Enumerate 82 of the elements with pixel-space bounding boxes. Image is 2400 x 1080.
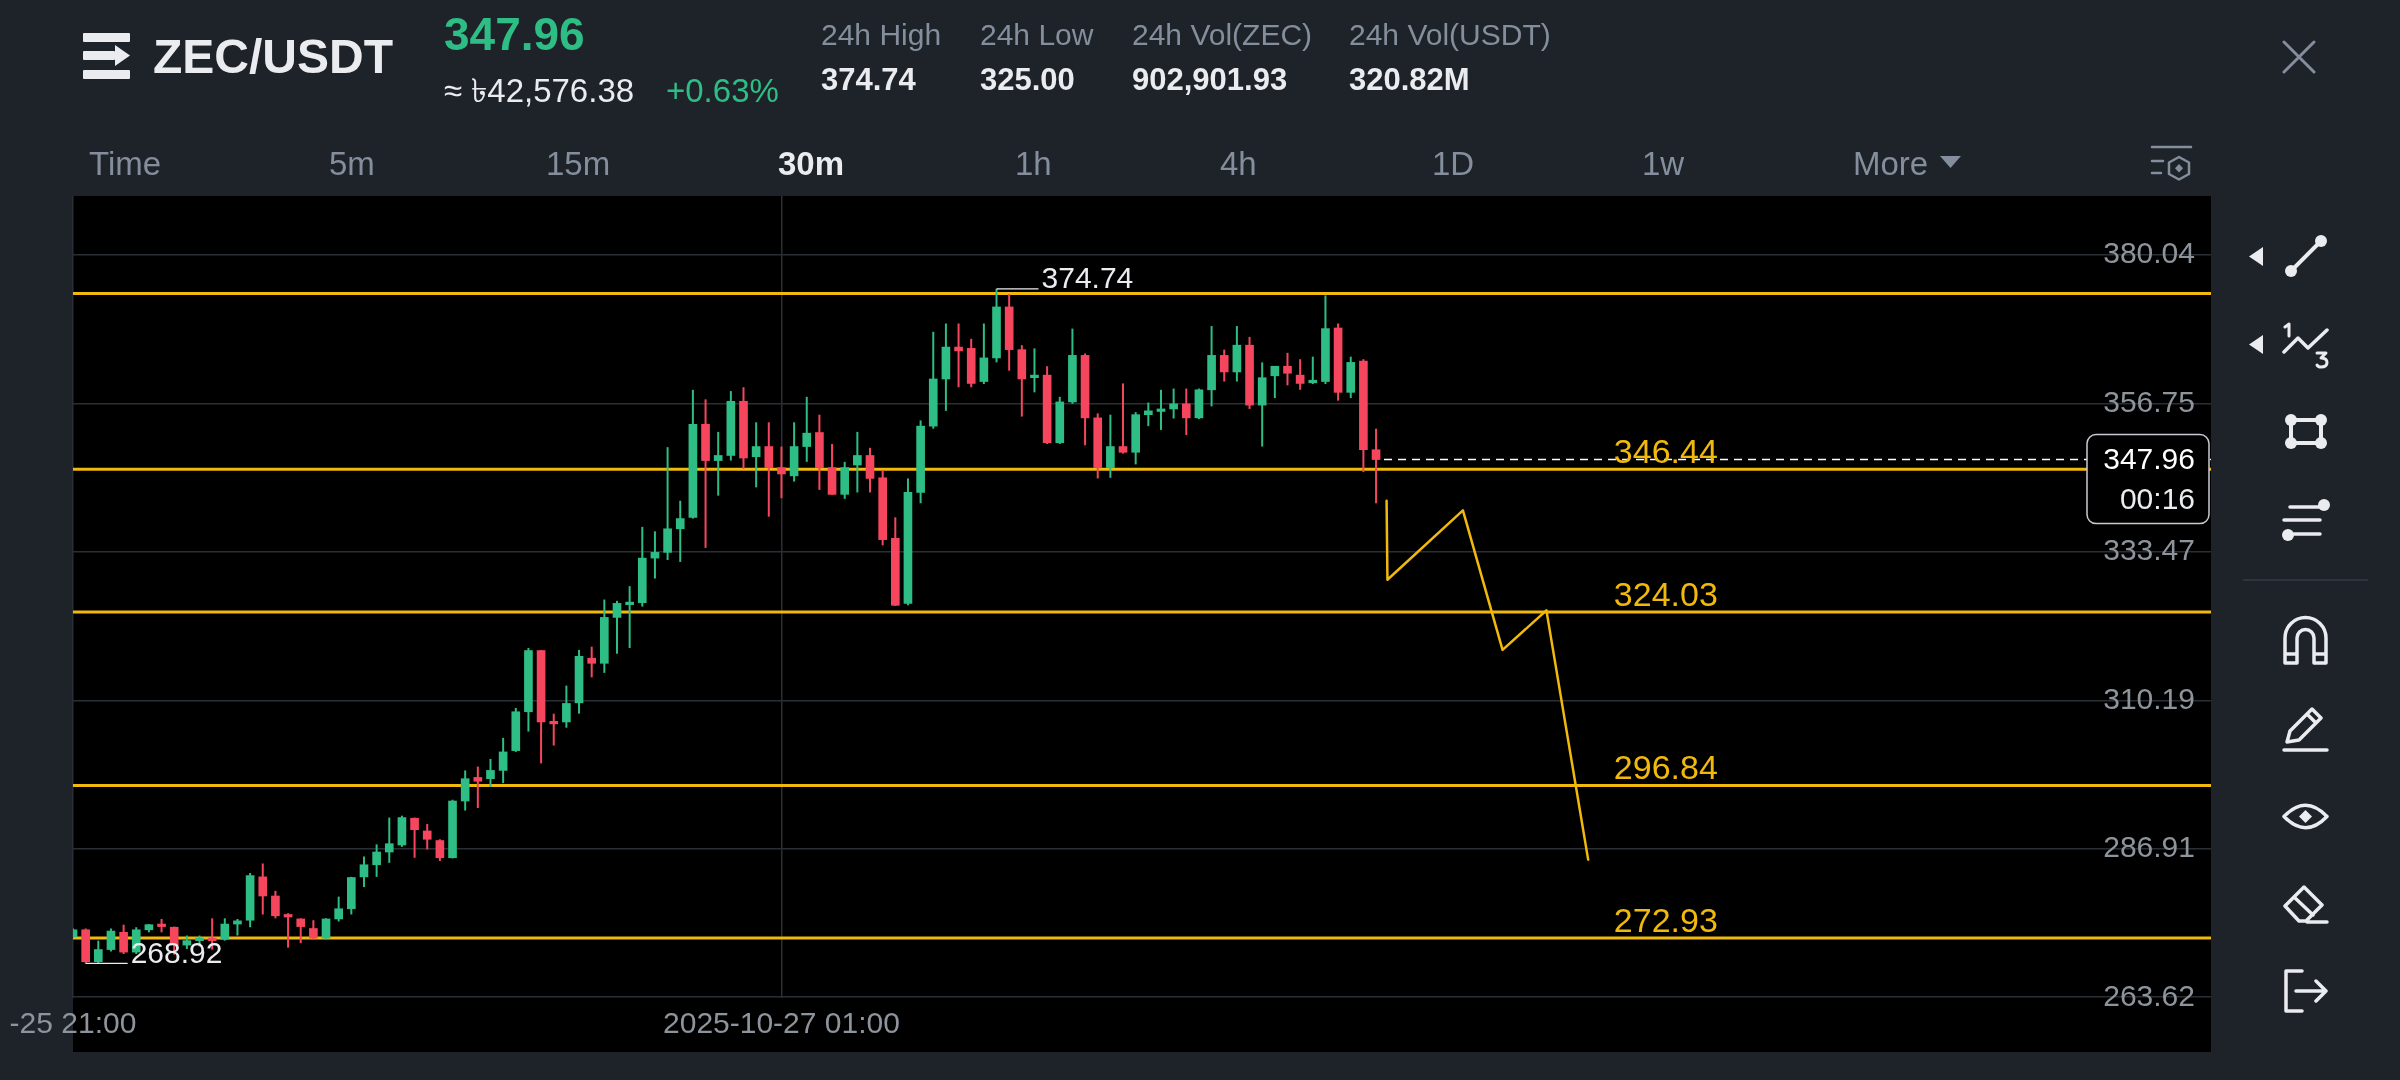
text: 30m (778, 144, 845, 182)
text: 15m (546, 144, 611, 182)
y-tick-label: 263.62 (2103, 978, 2195, 1012)
candlestick (106, 927, 116, 953)
y-tick-label: 333.47 (2103, 533, 2195, 567)
candlestick (625, 585, 634, 649)
ref-line-label: 346.44 (1613, 432, 1718, 471)
candlestick (1106, 413, 1115, 479)
y-tick-label: 356.75 (2103, 384, 2195, 418)
ref-line-label: 296.84 (1613, 748, 1718, 787)
candlestick (587, 645, 597, 679)
candlestick (1219, 348, 1229, 383)
text: 320.82M (1349, 61, 1470, 97)
candlestick (359, 855, 369, 889)
candlestick (865, 446, 875, 494)
candlestick (309, 919, 318, 941)
candlestick (1308, 355, 1318, 386)
candlestick (1295, 358, 1305, 391)
candlestick (258, 862, 268, 916)
annotation: 00:16 (2119, 481, 2195, 515)
candlestick (296, 917, 306, 945)
y-tick-label: 286.91 (2103, 830, 2195, 864)
candlestick (498, 736, 508, 785)
candlestick (713, 430, 723, 497)
annotation: 268.92 (130, 935, 223, 969)
y-tick-label: 310.19 (2103, 681, 2195, 715)
candlestick (473, 765, 483, 810)
candlestick (549, 712, 559, 747)
text: 24h Low (980, 18, 1094, 51)
x-tick-label: 2025-10-27 01:00 (663, 1006, 900, 1040)
text: 5m (329, 144, 375, 182)
candlestick (486, 757, 495, 788)
candlestick (93, 939, 103, 964)
text: +0.63% (666, 71, 779, 109)
candlestick (853, 430, 862, 494)
ref-line-label: 324.03 (1613, 575, 1718, 614)
annotation: 374.74 (1041, 261, 1134, 295)
text: ≈ ৳42,576.38 (444, 71, 635, 109)
candlestick (777, 445, 786, 500)
candlestick (220, 917, 230, 942)
text: Time (89, 144, 162, 182)
candlestick (1181, 387, 1191, 437)
candlestick (1030, 347, 1039, 394)
text: 325.00 (980, 61, 1075, 97)
text: 24h Vol(ZEC) (1132, 18, 1313, 51)
candlestick (410, 816, 419, 859)
chart-title: ZEC/USDT (153, 30, 393, 83)
text: 1D (1432, 144, 1475, 182)
text: 1h (1015, 144, 1052, 182)
candlestick (384, 816, 394, 864)
candlestick (1270, 365, 1280, 400)
candlestick (562, 684, 571, 729)
candlestick (764, 421, 774, 518)
candlestick (372, 843, 381, 878)
candlestick (334, 895, 343, 923)
candlestick (1143, 401, 1153, 428)
text: 24h Vol(USDT) (1349, 18, 1551, 51)
candlestick (422, 822, 432, 851)
candlestick (802, 395, 812, 463)
text: More (1853, 144, 1929, 182)
candlestick (954, 322, 963, 389)
candlestick (675, 499, 685, 563)
x-tick-label: -25 21:00 (9, 1006, 137, 1040)
text: 4h (1220, 144, 1257, 182)
text: 902,901.93 (1132, 61, 1288, 97)
ref-line-label: 272.93 (1613, 900, 1718, 939)
candlestick (612, 599, 622, 655)
candlestick (271, 889, 280, 920)
text: 374.74 (821, 61, 916, 97)
candlestick (1169, 387, 1178, 420)
candlestick (460, 769, 470, 812)
candlestick (119, 923, 128, 956)
text: 24h High (821, 18, 942, 51)
candlestick (1371, 427, 1381, 505)
text: 1w (1642, 144, 1685, 182)
candlestick (1283, 351, 1292, 387)
text: 347.96 (444, 8, 585, 60)
candlestick (1118, 382, 1128, 455)
ref-line-label: 347.96 (2103, 441, 2195, 475)
candlestick (751, 421, 761, 489)
candlestick (435, 838, 445, 862)
y-tick-label: 380.04 (2103, 236, 2195, 270)
